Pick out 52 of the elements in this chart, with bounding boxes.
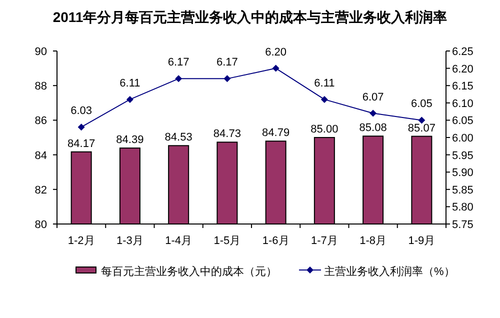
- x-tick-label: 1-9月: [408, 235, 436, 247]
- y-tick-label: 88: [34, 80, 47, 93]
- point: [224, 75, 231, 82]
- x-tick-label: 1-8月: [360, 235, 387, 247]
- chart-title: 2011年分月每百元主营业务收入中的成本与主营业务收入利润率: [52, 9, 448, 25]
- point: [418, 116, 426, 124]
- y2-tick-label: 6.15: [452, 80, 474, 93]
- y2-tick-label: 5.85: [452, 184, 474, 196]
- y2-tick-label: 6.25: [452, 46, 474, 58]
- x-tick-label: 1-4月: [165, 235, 192, 247]
- y2-tick-label: 5.75: [452, 219, 474, 231]
- legend-label: 每百元主营业务收入中的成本（元）: [101, 265, 277, 278]
- y-tick-label: 80: [34, 219, 47, 231]
- point: [126, 96, 134, 103]
- data-label: 6.20: [265, 46, 287, 58]
- data-label: 85.00: [310, 124, 338, 136]
- point: [272, 64, 280, 72]
- data-label: 6.03: [70, 105, 92, 118]
- data-label: 6.11: [314, 77, 335, 90]
- data-label: 85.07: [408, 122, 436, 134]
- point: [78, 124, 85, 131]
- data-label: 85.08: [359, 122, 387, 134]
- x-tick-label: 1-6月: [262, 235, 290, 247]
- data-label: 6.05: [410, 98, 432, 110]
- data-label: 84.39: [116, 134, 144, 146]
- data-label: 84.53: [164, 132, 192, 144]
- y-tick-label: 84: [34, 150, 47, 162]
- x-tick-label: 1-7月: [310, 235, 338, 247]
- point: [320, 96, 328, 103]
- y2-tick-label: 6.00: [452, 132, 474, 144]
- data-label: 6.17: [216, 56, 238, 69]
- data-label: 6.11: [120, 77, 140, 90]
- y2-tick-label: 6.10: [452, 98, 474, 110]
- legend-label: 主营业务收入利润率（%）: [324, 265, 455, 278]
- y-tick-label: 86: [34, 115, 47, 128]
- point: [370, 110, 377, 117]
- y2-tick-label: 5.80: [452, 202, 474, 214]
- y-tick-label: 82: [34, 184, 47, 196]
- x-tick-label: 1-5月: [214, 235, 241, 247]
- data-label: 6.17: [168, 56, 190, 69]
- data-label: 6.07: [362, 91, 384, 104]
- x-tick-label: 1-2月: [68, 235, 95, 247]
- y2-tick-label: 6.05: [452, 115, 474, 128]
- y2-tick-label: 5.90: [452, 167, 474, 180]
- data-label: 84.73: [213, 128, 241, 140]
- data-label: 84.79: [262, 127, 290, 140]
- y2-tick-label: 6.20: [452, 63, 474, 76]
- data-label: 84.17: [68, 138, 96, 150]
- point: [175, 75, 182, 82]
- x-tick-label: 1-3月: [116, 235, 144, 247]
- y2-tick-label: 5.95: [452, 150, 474, 162]
- y-tick-label: 90: [34, 46, 47, 58]
